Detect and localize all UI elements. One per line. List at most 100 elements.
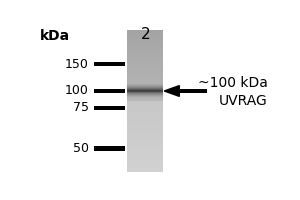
Bar [127,74,163,75]
Bar [127,30,163,31]
Bar [127,91,163,92]
Bar [127,75,163,76]
Bar [127,131,163,132]
Bar [127,164,163,165]
Bar [127,32,163,33]
Bar [127,54,163,55]
Bar [94,89,125,93]
Bar [127,55,163,56]
Bar [127,159,163,160]
Text: 100: 100 [65,84,89,97]
Bar [127,130,163,131]
Bar [127,108,163,109]
Bar [127,170,163,171]
Bar [127,48,163,49]
Bar [127,64,163,65]
Bar [127,69,163,70]
Bar [127,158,163,159]
Bar [127,133,163,134]
Bar [127,70,163,71]
Bar [127,129,163,130]
Bar [127,104,163,105]
Bar [127,115,163,116]
Bar [127,150,163,151]
Bar [127,157,163,158]
Bar [127,57,163,58]
Bar [127,56,163,57]
Bar [127,102,163,103]
Bar [127,90,163,91]
Bar [127,47,163,48]
Bar [127,126,163,127]
Bar [127,106,163,107]
Bar [127,87,163,88]
Bar [127,153,163,154]
Bar [127,112,163,113]
Bar [127,72,163,73]
Bar [127,65,163,66]
Bar [127,117,163,118]
Bar [127,33,163,34]
Bar [127,92,163,93]
Bar [127,88,163,89]
Bar [127,147,163,148]
Bar [127,142,163,143]
Bar [127,138,163,139]
Bar [127,61,163,62]
Bar [127,73,163,74]
Bar [127,160,163,161]
Bar [127,114,163,115]
Bar [127,166,163,167]
Bar [127,71,163,72]
Bar [127,53,163,54]
Bar [127,150,163,151]
Bar [127,45,163,46]
Bar [127,149,163,150]
Bar [127,90,163,91]
Bar [127,95,163,96]
Bar [127,63,163,64]
Bar [127,43,163,44]
Bar [127,42,163,43]
Bar [127,74,163,75]
Text: ~100 kDa: ~100 kDa [198,76,268,90]
Bar [179,89,207,93]
Bar [127,40,163,41]
Bar [127,132,163,133]
Bar [127,149,163,150]
Bar [127,39,163,40]
Bar [127,78,163,79]
Bar [127,38,163,39]
Bar [127,86,163,87]
Bar [127,34,163,35]
Bar [127,116,163,117]
Bar [127,107,163,108]
Bar [127,50,163,51]
Bar [127,124,163,125]
Bar [127,51,163,52]
Bar [127,64,163,65]
Bar [127,93,163,94]
Text: 2: 2 [141,27,150,42]
Bar [127,49,163,50]
Bar [127,171,163,172]
Bar [127,91,163,92]
Bar [127,120,163,121]
Bar [127,135,163,136]
Bar [127,83,163,84]
Bar [127,98,163,99]
Bar [127,132,163,133]
Bar [127,67,163,68]
Bar [127,49,163,50]
Bar [127,46,163,47]
Bar [127,80,163,81]
Bar [127,81,163,82]
Bar [127,31,163,32]
Bar [127,32,163,33]
Bar [127,146,163,147]
Bar [127,168,163,169]
Bar [127,105,163,106]
Bar [127,40,163,41]
Text: kDa: kDa [40,29,70,43]
Bar [127,160,163,161]
